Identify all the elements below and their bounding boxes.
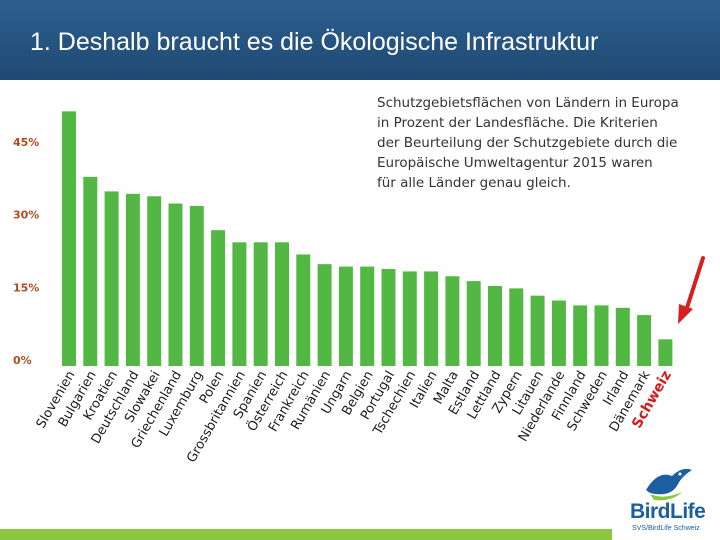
bar-luxemburg	[189, 205, 204, 366]
bar-belgien	[360, 266, 375, 366]
bird-icon	[646, 468, 692, 501]
bar-estland	[466, 281, 481, 366]
bar-italien	[424, 271, 439, 366]
x-axis: SlovenienBulgarienKroatienDeutschlandSlo…	[34, 368, 675, 466]
bar-österreich	[275, 242, 289, 366]
bar-litauen	[530, 295, 545, 366]
bar-finnland	[573, 305, 588, 366]
slide-header: 1. Deshalb braucht es die Ökologische In…	[0, 0, 720, 80]
chart-note-line: Europäische Umweltagentur 2015 waren	[377, 155, 653, 171]
y-tick-label: 45%	[13, 136, 39, 149]
y-axis: 0% 15% 30% 45%	[13, 136, 39, 367]
bar-zypern	[509, 288, 524, 366]
bar-bulgarien	[83, 176, 98, 366]
bar-ungarn	[338, 266, 353, 366]
logo-name: BirdLife	[630, 500, 706, 523]
logo-subtitle: SVS/BirdLife Schweiz	[632, 525, 700, 532]
bar-dänemark	[637, 315, 652, 366]
bar-slowakei	[147, 196, 162, 366]
bar-deutschland	[125, 193, 140, 366]
highlight-arrow-icon	[678, 256, 705, 324]
bars-layer	[62, 111, 673, 366]
birdlife-logo: BirdLife SVS/BirdLife Schweiz	[612, 456, 720, 540]
chart-note-line: in Prozent der Landesfläche. Die Kriteri…	[377, 115, 658, 131]
bar-malta	[445, 276, 460, 366]
chart-note-line: für alle Länder genau gleich.	[377, 175, 571, 191]
bar-niederlande	[551, 300, 566, 366]
bar-spanien	[253, 242, 268, 366]
bar-schweiz	[658, 339, 673, 366]
y-tick-label: 15%	[13, 281, 39, 294]
y-tick-label: 0%	[13, 354, 32, 367]
bar-tschechien	[402, 271, 417, 366]
bar-polen	[211, 230, 226, 366]
bar-grossbritannien	[232, 242, 247, 366]
slide-title: 1. Deshalb braucht es die Ökologische In…	[30, 28, 599, 56]
bar-kroatien	[104, 191, 119, 366]
bar-irland	[615, 307, 630, 366]
y-tick-label: 30%	[13, 209, 39, 222]
chart-note-line: Schutzgebietsflächen von Ländern in Euro…	[377, 95, 679, 111]
chart-note: Schutzgebietsflächen von Ländern in Euro…	[377, 95, 679, 191]
bar-schweden	[594, 305, 609, 366]
bar-griechenland	[168, 203, 183, 366]
bar-rumänien	[317, 264, 332, 366]
bar-chart: 0% 15% 30% 45% SlovenienBulgarienKroatienDe…	[13, 95, 705, 466]
bar-portugal	[381, 269, 396, 366]
bar-slovenien	[62, 111, 76, 366]
bar-frankreich	[296, 254, 311, 366]
chart-note-line: der Beurteilung der Schutzgebiete durch …	[377, 135, 677, 151]
bar-lettland	[488, 285, 502, 366]
bottom-stripe	[0, 529, 612, 540]
